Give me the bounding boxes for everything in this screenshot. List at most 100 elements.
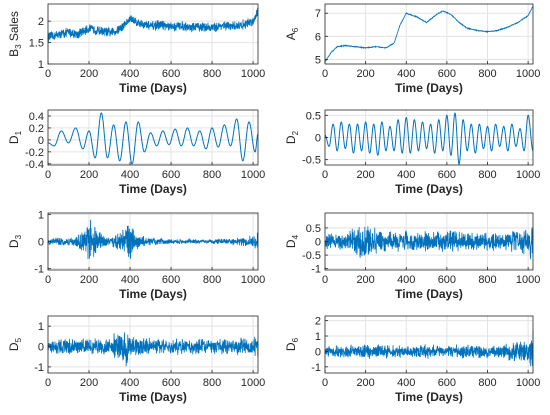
x-tick-label: 400 bbox=[397, 274, 415, 286]
x-tick-label: 800 bbox=[203, 377, 221, 389]
y-axis-label: D6 bbox=[284, 337, 300, 351]
x-axis-label: Time (Days) bbox=[119, 182, 187, 196]
x-tick-label: 600 bbox=[162, 68, 180, 80]
y-tick-label: 0 bbox=[315, 346, 321, 358]
series-line bbox=[324, 6, 534, 63]
series-line bbox=[47, 332, 259, 367]
x-tick-label: 1000 bbox=[516, 274, 540, 286]
x-tick-label: 200 bbox=[356, 274, 374, 286]
x-tick-label: 400 bbox=[121, 377, 139, 389]
y-axis-label-subscript: 4 bbox=[291, 234, 300, 239]
y-axis-label-main: B bbox=[7, 49, 21, 57]
y-tick-label: -0.2 bbox=[25, 147, 44, 159]
x-tick-label: 600 bbox=[162, 169, 180, 181]
axes-box bbox=[47, 3, 259, 65]
series-line bbox=[47, 112, 259, 165]
x-tick-label: 200 bbox=[356, 68, 374, 80]
x-tick-label: 1000 bbox=[241, 377, 265, 389]
x-tick-label: 400 bbox=[121, 68, 139, 80]
y-axis-label: D2 bbox=[284, 130, 300, 144]
y-tick-label: 2 bbox=[315, 316, 321, 328]
x-tick-label: 800 bbox=[478, 169, 496, 181]
x-tick-label: 0 bbox=[322, 169, 328, 181]
y-axis-label-main: D bbox=[7, 239, 21, 248]
subplot-6: 0 200 400 600 800 1000 -1 -0.50 0.5 Time (Days) D4 bbox=[284, 212, 540, 301]
y-tick-label: -1 bbox=[311, 264, 321, 276]
x-tick-label: 600 bbox=[162, 377, 180, 389]
y-axis-label: B3 Sales bbox=[7, 11, 23, 57]
y-axis-label: D4 bbox=[284, 234, 300, 248]
y-axis-label: A6 bbox=[284, 27, 300, 40]
y-tick-label: -1 bbox=[311, 362, 321, 374]
x-tick-label: 600 bbox=[438, 68, 456, 80]
y-axis-label: D3 bbox=[7, 234, 23, 248]
x-axis-label: Time (Days) bbox=[395, 390, 463, 404]
x-tick-label: 200 bbox=[356, 377, 374, 389]
y-axis-label-rest: Sales bbox=[7, 11, 21, 44]
x-tick-label: 800 bbox=[478, 377, 496, 389]
x-tick-label: 1000 bbox=[241, 169, 265, 181]
x-tick-label: 1000 bbox=[516, 377, 540, 389]
x-tick-label: 200 bbox=[356, 169, 374, 181]
x-tick-label: 800 bbox=[203, 274, 221, 286]
y-axis-label-subscript: 5 bbox=[14, 337, 23, 342]
y-axis-label-main: D bbox=[7, 135, 21, 144]
x-axis-label: Time (Days) bbox=[395, 182, 463, 196]
series-line bbox=[324, 330, 534, 367]
x-tick-label: 400 bbox=[397, 169, 415, 181]
x-tick-label: 800 bbox=[203, 169, 221, 181]
x-tick-label: 200 bbox=[80, 377, 98, 389]
y-tick-label: 6 bbox=[315, 31, 321, 43]
x-tick-label: 600 bbox=[438, 274, 456, 286]
y-tick-label: 0.4 bbox=[29, 111, 44, 123]
y-axis-label-main: D bbox=[284, 239, 298, 248]
x-tick-label: 400 bbox=[121, 169, 139, 181]
y-axis-label: D5 bbox=[7, 337, 23, 351]
x-tick-label: 200 bbox=[80, 169, 98, 181]
axes-box bbox=[324, 315, 534, 374]
y-axis-label-subscript: 6 bbox=[291, 27, 300, 32]
y-tick-label: -0.5 bbox=[302, 250, 321, 262]
x-axis-label: Time (Days) bbox=[119, 81, 187, 95]
y-tick-label: 5 bbox=[315, 54, 321, 66]
x-axis-label: Time (Days) bbox=[395, 287, 463, 301]
y-tick-label: 7 bbox=[315, 8, 321, 20]
x-tick-label: 800 bbox=[203, 68, 221, 80]
x-axis-label: Time (Days) bbox=[119, 390, 187, 404]
axes-box bbox=[47, 109, 259, 166]
x-tick-label: 0 bbox=[45, 169, 51, 181]
x-tick-label: 0 bbox=[322, 68, 328, 80]
x-tick-label: 200 bbox=[80, 68, 98, 80]
x-tick-label: 0 bbox=[322, 377, 328, 389]
y-tick-label: -1 bbox=[34, 264, 44, 276]
y-tick-label: 1 bbox=[38, 209, 44, 221]
y-tick-label: -0.5 bbox=[302, 155, 321, 167]
y-tick-label: 0 bbox=[38, 135, 44, 147]
y-tick-label: 1.5 bbox=[29, 38, 44, 50]
x-tick-label: 400 bbox=[121, 274, 139, 286]
x-tick-label: 0 bbox=[45, 377, 51, 389]
x-tick-label: 1000 bbox=[241, 274, 265, 286]
series-line bbox=[47, 7, 259, 43]
y-tick-label: 1 bbox=[38, 321, 44, 333]
axes-box bbox=[324, 3, 534, 65]
y-axis-label-main: A bbox=[284, 32, 298, 40]
x-tick-label: 0 bbox=[45, 68, 51, 80]
x-tick-label: 400 bbox=[397, 377, 415, 389]
x-tick-label: 1000 bbox=[516, 68, 540, 80]
x-tick-label: 0 bbox=[322, 274, 328, 286]
y-axis-label-subscript: 1 bbox=[14, 130, 23, 135]
y-tick-label: 1 bbox=[315, 331, 321, 343]
x-tick-label: 600 bbox=[438, 169, 456, 181]
x-axis-label: Time (Days) bbox=[395, 81, 463, 95]
x-tick-label: 800 bbox=[478, 68, 496, 80]
y-tick-label: 0.5 bbox=[306, 223, 321, 235]
x-tick-label: 800 bbox=[478, 274, 496, 286]
x-axis-label: Time (Days) bbox=[119, 287, 187, 301]
